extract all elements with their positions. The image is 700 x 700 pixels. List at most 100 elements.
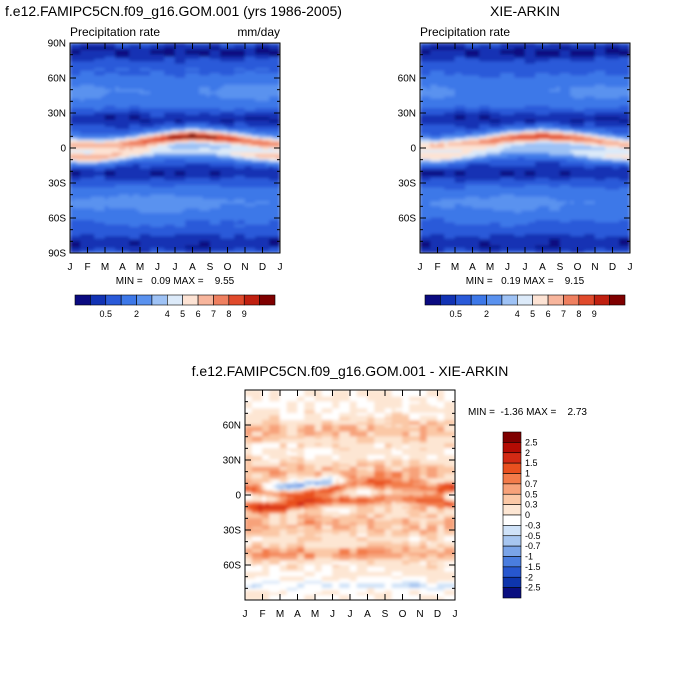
field-cell <box>237 94 242 97</box>
field-cell <box>171 122 176 125</box>
field-cell <box>216 143 221 146</box>
field-cell <box>80 194 85 198</box>
field-cell <box>143 213 148 216</box>
field-cell <box>150 56 155 60</box>
field-cell <box>272 161 277 165</box>
field-cell <box>70 185 74 188</box>
field-cell <box>83 201 88 205</box>
field-cell <box>234 75 239 79</box>
field-cell <box>251 182 256 186</box>
field-cell <box>269 224 274 228</box>
field-cell <box>160 136 165 139</box>
field-cell <box>265 187 270 191</box>
field-cell <box>157 187 162 191</box>
field-cell <box>153 168 158 172</box>
field-cell <box>83 173 88 177</box>
field-cell <box>209 66 214 69</box>
field-cell <box>244 213 249 216</box>
field-cell <box>97 108 102 111</box>
field-cell <box>272 196 277 200</box>
field-cell <box>164 77 169 81</box>
field-cell <box>122 131 127 135</box>
field-cell <box>174 173 179 177</box>
field-cell <box>97 171 102 174</box>
field-cell <box>269 199 274 202</box>
field-cell <box>220 133 225 137</box>
field-cell <box>125 222 130 226</box>
field-cell <box>230 77 235 81</box>
field-cell <box>192 77 197 81</box>
field-cell <box>269 203 274 207</box>
field-cell <box>178 215 183 219</box>
field-cell <box>164 87 169 90</box>
field-cell <box>122 154 127 158</box>
field-cell <box>188 220 193 223</box>
field-cell <box>227 126 232 130</box>
field-cell <box>167 70 172 74</box>
field-cell <box>269 147 274 151</box>
field-cell <box>108 187 113 191</box>
field-cell <box>80 54 85 58</box>
field-cell <box>101 52 106 55</box>
field-cell <box>115 213 120 216</box>
field-cell <box>167 84 172 88</box>
field-cell <box>276 47 280 51</box>
field-cell <box>132 108 137 111</box>
field-cell <box>230 192 235 195</box>
field-cell <box>160 161 165 165</box>
field-cell <box>248 75 253 79</box>
field-cell <box>157 206 162 209</box>
field-cell <box>251 231 256 235</box>
field-cell <box>272 150 277 153</box>
field-cell <box>101 227 106 230</box>
field-cell <box>244 203 249 207</box>
field-cell <box>143 108 148 111</box>
field-cell <box>216 161 221 165</box>
field-cells <box>70 43 280 253</box>
field-cell <box>248 206 253 209</box>
field-cell <box>230 136 235 139</box>
field-cell <box>70 234 74 237</box>
field-cell <box>248 108 253 111</box>
field-cell <box>276 63 280 67</box>
field-cell <box>146 59 151 62</box>
field-cell <box>237 49 242 53</box>
field-cell <box>216 182 221 186</box>
field-cell <box>255 101 260 104</box>
field-cell <box>70 199 74 202</box>
field-cell <box>258 117 263 121</box>
field-cell <box>276 115 280 118</box>
field-cell <box>220 91 225 95</box>
field-cell <box>164 154 169 158</box>
field-cell <box>97 208 102 212</box>
field-cell <box>83 124 88 128</box>
field-cell <box>111 203 116 207</box>
field-cell <box>171 52 176 55</box>
field-cell <box>276 206 280 209</box>
field-cell <box>129 43 134 46</box>
field-cell <box>115 45 120 48</box>
field-cell <box>192 138 197 142</box>
field-cell <box>111 119 116 123</box>
field-cell <box>146 185 151 188</box>
field-cell <box>171 206 176 209</box>
field-cell <box>216 194 221 198</box>
field-cell <box>132 131 137 135</box>
field-cell <box>272 217 277 221</box>
field-cell <box>223 117 228 121</box>
field-cell <box>241 49 246 53</box>
field-cell <box>132 117 137 121</box>
field-cell <box>101 171 106 174</box>
field-cell <box>108 224 113 228</box>
field-cell <box>118 140 123 144</box>
field-cell <box>80 59 85 62</box>
field-cell <box>129 138 134 142</box>
field-cell <box>90 215 95 219</box>
field-cell <box>241 180 246 184</box>
field-cell <box>101 143 106 146</box>
field-cell <box>167 224 172 228</box>
field-cell <box>216 89 221 93</box>
field-cell <box>132 229 137 233</box>
field-cell <box>244 68 249 72</box>
field-cell <box>143 222 148 226</box>
